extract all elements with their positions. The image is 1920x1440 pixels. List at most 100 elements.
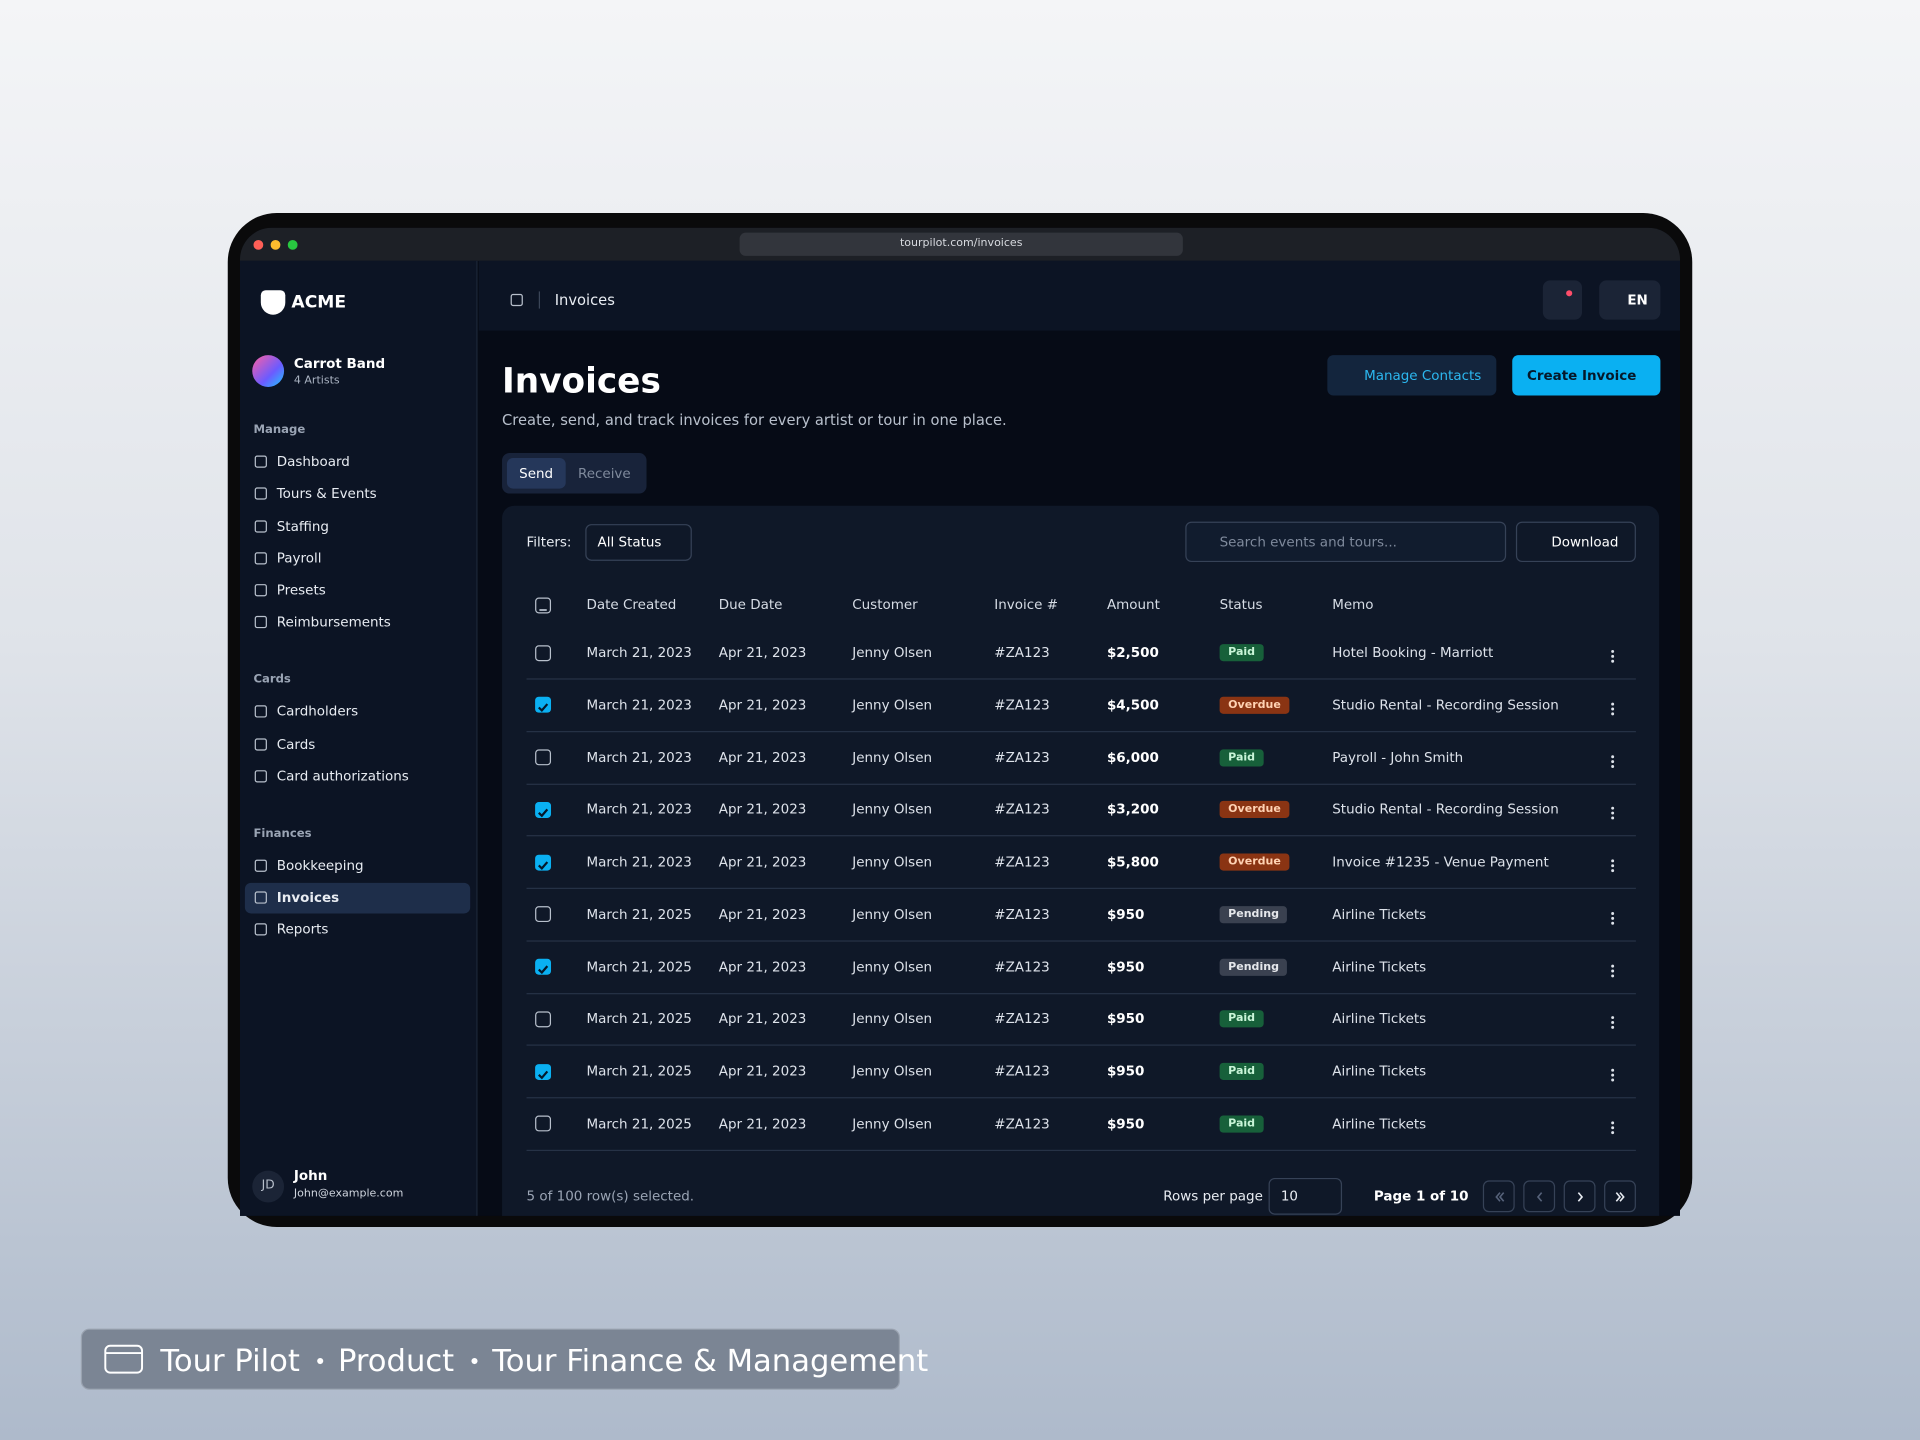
row-divider xyxy=(526,992,1636,994)
row-checkbox[interactable] xyxy=(534,801,551,818)
row-menu[interactable] xyxy=(1609,698,1616,716)
pagination-button[interactable] xyxy=(1482,1180,1515,1213)
column-header[interactable]: Amount xyxy=(1106,596,1160,613)
tab[interactable]: Receive xyxy=(577,465,631,482)
download-button[interactable] xyxy=(1515,521,1636,563)
column-header[interactable]: Status xyxy=(1219,596,1263,613)
cell: Jenny Olsen xyxy=(852,958,933,975)
row-checkbox[interactable] xyxy=(534,749,551,766)
manage-contacts-button[interactable] xyxy=(1327,355,1497,396)
nav-item[interactable]: Staffing xyxy=(276,518,329,534)
nav-item[interactable]: Cardholders xyxy=(276,703,359,720)
nav-item[interactable]: Reimbursements xyxy=(276,614,391,631)
create-invoice-button[interactable] xyxy=(1512,355,1661,396)
search-input[interactable] xyxy=(1185,521,1507,563)
pagination-button[interactable] xyxy=(1563,1180,1596,1213)
column-header[interactable]: Memo xyxy=(1332,596,1374,613)
row-checkbox[interactable] xyxy=(534,1011,551,1028)
cell: #ZA123 xyxy=(994,906,1050,923)
user-email: John@example.com xyxy=(293,1187,404,1200)
search-placeholder: Search events and tours... xyxy=(1219,534,1397,551)
cell: Apr 21, 2023 xyxy=(718,801,807,818)
window-minimize[interactable] xyxy=(270,240,281,250)
status-filter[interactable] xyxy=(585,524,692,561)
nav-item[interactable]: Payroll xyxy=(276,550,322,567)
column-header[interactable]: Date Created xyxy=(586,596,677,613)
nav-item[interactable]: Presets xyxy=(276,582,326,599)
nav-item[interactable]: Dashboard xyxy=(276,453,350,470)
language-button[interactable] xyxy=(1599,280,1661,320)
row-menu[interactable] xyxy=(1609,645,1616,663)
column-header[interactable]: Due Date xyxy=(718,596,783,613)
cell: #ZA123 xyxy=(994,801,1050,818)
cell: March 21, 2023 xyxy=(586,854,692,870)
tab-active-bg xyxy=(506,457,566,489)
notification-button[interactable] xyxy=(1542,280,1583,320)
caption-part: Product xyxy=(337,1342,455,1379)
cell: $950 xyxy=(1106,1063,1145,1080)
caption-badge xyxy=(80,1328,900,1390)
user-name[interactable]: John xyxy=(293,1167,328,1184)
row-menu[interactable] xyxy=(1609,959,1616,977)
cell: Jenny Olsen xyxy=(852,749,933,766)
row-checkbox[interactable] xyxy=(534,906,551,923)
row-menu[interactable] xyxy=(1609,750,1616,768)
row-menu[interactable] xyxy=(1609,1116,1616,1134)
notification-dot xyxy=(1566,290,1573,297)
nav-item[interactable]: Reports xyxy=(276,921,329,938)
url-text: tourpilot.com/invoices xyxy=(899,237,1023,250)
row-checkbox[interactable] xyxy=(534,644,551,661)
team-name[interactable]: Carrot Band xyxy=(293,355,386,372)
row-menu[interactable] xyxy=(1609,1012,1616,1030)
cell: $950 xyxy=(1106,1115,1145,1132)
row-checkbox[interactable] xyxy=(534,697,551,713)
status-badge: Pending xyxy=(1219,958,1288,976)
cell: Apr 21, 2023 xyxy=(718,644,807,661)
page-indicator: Page 1 of 10 xyxy=(1373,1188,1469,1205)
row-menu[interactable] xyxy=(1609,802,1616,820)
cell: March 21, 2025 xyxy=(586,958,692,975)
column-header[interactable]: Customer xyxy=(852,596,918,613)
rows-per-page: 10 xyxy=(1280,1188,1298,1205)
row-checkbox[interactable] xyxy=(534,958,551,975)
select-all-checkbox[interactable] xyxy=(534,596,551,613)
cell: $3,200 xyxy=(1106,801,1159,818)
create-invoice-label: Create Invoice xyxy=(1526,367,1637,384)
nav-section-title: Cards xyxy=(253,673,291,687)
status-badge: Overdue xyxy=(1219,696,1290,714)
row-menu[interactable] xyxy=(1609,1064,1616,1082)
nav-icon xyxy=(254,616,267,629)
column-header[interactable]: Invoice # xyxy=(994,596,1059,613)
row-menu[interactable] xyxy=(1609,855,1616,873)
row-checkbox[interactable] xyxy=(534,854,551,870)
window-close[interactable] xyxy=(253,240,264,250)
nav-item[interactable]: Invoices xyxy=(276,889,340,906)
nav-item[interactable]: Tours & Events xyxy=(276,485,377,502)
nav-item[interactable]: Bookkeeping xyxy=(276,857,364,874)
pagination-button[interactable] xyxy=(1523,1180,1556,1213)
row-checkbox[interactable] xyxy=(534,1115,551,1132)
status-badge: Paid xyxy=(1219,1115,1264,1133)
cell: March 21, 2023 xyxy=(586,644,692,661)
url-field[interactable] xyxy=(739,232,1183,256)
tab[interactable]: Send xyxy=(519,465,554,482)
cell: $950 xyxy=(1106,906,1145,923)
row-divider xyxy=(526,730,1636,732)
pagination-button[interactable] xyxy=(1604,1180,1636,1213)
status-badge: Paid xyxy=(1219,1062,1264,1080)
row-checkbox[interactable] xyxy=(534,1063,551,1080)
nav-item[interactable]: Card authorizations xyxy=(276,768,409,785)
cell: #ZA123 xyxy=(994,749,1050,766)
cell: Hotel Booking - Marriott xyxy=(1332,644,1494,661)
cell: #ZA123 xyxy=(994,1011,1050,1028)
cell: Apr 21, 2023 xyxy=(718,1115,807,1132)
cell: Apr 21, 2023 xyxy=(718,906,807,923)
rows-per-page-select[interactable] xyxy=(1268,1177,1343,1215)
nav-item[interactable]: Cards xyxy=(276,736,316,752)
cell: Studio Rental - Recording Session xyxy=(1332,801,1559,818)
nav-section-title: Finances xyxy=(253,826,312,841)
window-zoom[interactable] xyxy=(287,240,298,250)
cell: March 21, 2023 xyxy=(586,697,692,713)
row-menu[interactable] xyxy=(1609,907,1616,925)
user-avatar xyxy=(252,1170,285,1203)
